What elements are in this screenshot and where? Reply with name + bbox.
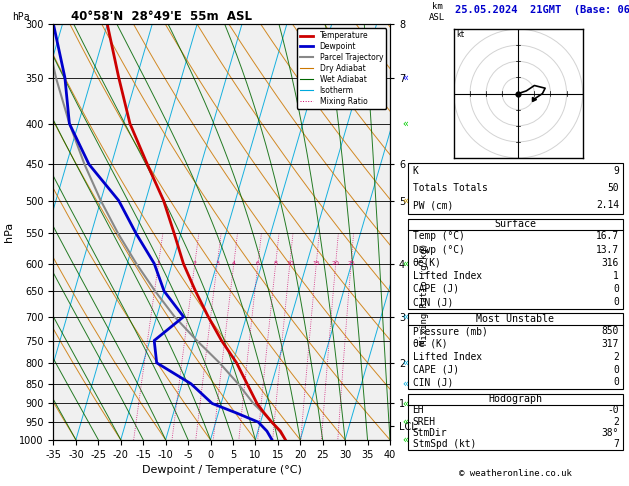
Text: CAPE (J): CAPE (J) xyxy=(413,284,459,294)
Text: «: « xyxy=(403,259,409,269)
Text: 8: 8 xyxy=(274,261,277,266)
Text: Dewp (°C): Dewp (°C) xyxy=(413,244,464,255)
Text: km
ASL: km ASL xyxy=(429,2,445,22)
Text: 16.7: 16.7 xyxy=(596,231,619,242)
Text: 317: 317 xyxy=(602,339,619,349)
Text: 0: 0 xyxy=(613,297,619,307)
Text: θe (K): θe (K) xyxy=(413,339,447,349)
Point xyxy=(513,89,523,97)
Text: «: « xyxy=(403,72,409,83)
Text: EH: EH xyxy=(413,405,424,416)
Text: 50: 50 xyxy=(608,183,619,193)
Text: hPa: hPa xyxy=(13,12,30,22)
Title: 40°58'N  28°49'E  55m  ASL: 40°58'N 28°49'E 55m ASL xyxy=(70,10,252,23)
Text: 13.7: 13.7 xyxy=(596,244,619,255)
Text: 25: 25 xyxy=(347,261,355,266)
Text: 2: 2 xyxy=(613,352,619,362)
Text: kt: kt xyxy=(457,30,465,39)
Text: 4: 4 xyxy=(232,261,236,266)
Text: 3: 3 xyxy=(215,261,220,266)
Text: Most Unstable: Most Unstable xyxy=(476,314,554,324)
Text: Hodograph: Hodograph xyxy=(488,394,542,404)
Text: CAPE (J): CAPE (J) xyxy=(413,364,459,375)
Text: 0: 0 xyxy=(613,378,619,387)
Text: 10: 10 xyxy=(286,261,294,266)
Text: 9: 9 xyxy=(613,166,619,176)
Text: 7: 7 xyxy=(613,439,619,449)
Text: CIN (J): CIN (J) xyxy=(413,297,453,307)
X-axis label: Dewpoint / Temperature (°C): Dewpoint / Temperature (°C) xyxy=(142,465,302,475)
Text: 38°: 38° xyxy=(602,428,619,438)
Text: 316: 316 xyxy=(602,258,619,268)
Text: 0: 0 xyxy=(613,284,619,294)
Text: «: « xyxy=(403,358,409,368)
Text: 20: 20 xyxy=(331,261,340,266)
Text: CIN (J): CIN (J) xyxy=(413,378,453,387)
Text: Temp (°C): Temp (°C) xyxy=(413,231,464,242)
Text: Mixing Ratio (g/kg): Mixing Ratio (g/kg) xyxy=(420,243,429,346)
Text: Lifted Index: Lifted Index xyxy=(413,271,482,281)
Text: 850: 850 xyxy=(602,326,619,336)
Text: θe(K): θe(K) xyxy=(413,258,442,268)
Text: 2.14: 2.14 xyxy=(596,200,619,210)
Y-axis label: hPa: hPa xyxy=(4,222,14,242)
Text: 15: 15 xyxy=(313,261,320,266)
Text: «: « xyxy=(403,119,409,129)
Text: SREH: SREH xyxy=(413,417,436,427)
Text: «: « xyxy=(403,435,409,445)
Text: PW (cm): PW (cm) xyxy=(413,200,453,210)
Text: «: « xyxy=(403,399,409,408)
Text: 6: 6 xyxy=(256,261,260,266)
Text: Pressure (mb): Pressure (mb) xyxy=(413,326,487,336)
Text: Surface: Surface xyxy=(494,219,536,229)
Text: «: « xyxy=(403,379,409,389)
Text: © weatheronline.co.uk: © weatheronline.co.uk xyxy=(459,469,572,478)
Text: Lifted Index: Lifted Index xyxy=(413,352,482,362)
Text: K: K xyxy=(413,166,418,176)
Text: 2: 2 xyxy=(193,261,197,266)
Text: 2: 2 xyxy=(613,417,619,427)
Text: «: « xyxy=(403,417,409,427)
Text: «: « xyxy=(403,195,409,206)
Text: StmDir: StmDir xyxy=(413,428,447,438)
Text: «: « xyxy=(403,312,409,322)
Text: 1: 1 xyxy=(157,261,160,266)
Text: -0: -0 xyxy=(608,405,619,416)
Legend: Temperature, Dewpoint, Parcel Trajectory, Dry Adiabat, Wet Adiabat, Isotherm, Mi: Temperature, Dewpoint, Parcel Trajectory… xyxy=(297,28,386,109)
Text: 0: 0 xyxy=(613,364,619,375)
Text: 1: 1 xyxy=(613,271,619,281)
Text: StmSpd (kt): StmSpd (kt) xyxy=(413,439,476,449)
Text: Totals Totals: Totals Totals xyxy=(413,183,487,193)
Text: 25.05.2024  21GMT  (Base: 06): 25.05.2024 21GMT (Base: 06) xyxy=(455,4,629,15)
